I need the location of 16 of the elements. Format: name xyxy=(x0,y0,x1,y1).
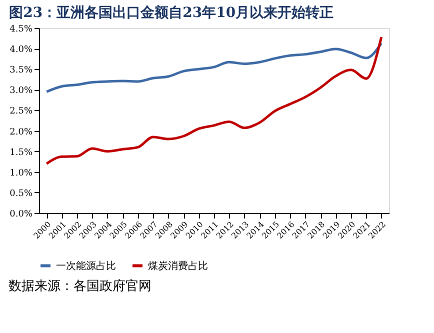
legend-label: 煤炭消费占比 xyxy=(148,260,208,272)
y-tick-label: 4.5% xyxy=(10,24,33,34)
y-tick-label: 2.5% xyxy=(10,106,33,117)
y-tick-label: 0.5% xyxy=(10,188,33,199)
line-series xyxy=(45,42,383,93)
source-note: 数据来源：各国政府官网 xyxy=(8,278,152,294)
y-tick-label: 3.0% xyxy=(10,86,33,96)
y-tick-label: 4.0% xyxy=(10,45,33,56)
y-tick-label: 1.0% xyxy=(10,168,33,178)
y-tick-label: 0.0% xyxy=(10,210,33,220)
y-tick-label: 2.0% xyxy=(10,127,33,138)
line-series xyxy=(45,36,383,165)
chart-title: 图23：亚洲各国出口金额自23年10月以来开始转正 xyxy=(9,4,334,21)
legend-label: 一次能源占比 xyxy=(56,260,116,272)
y-tick-label: 1.5% xyxy=(10,148,33,158)
y-tick-label: 3.5% xyxy=(10,66,33,76)
